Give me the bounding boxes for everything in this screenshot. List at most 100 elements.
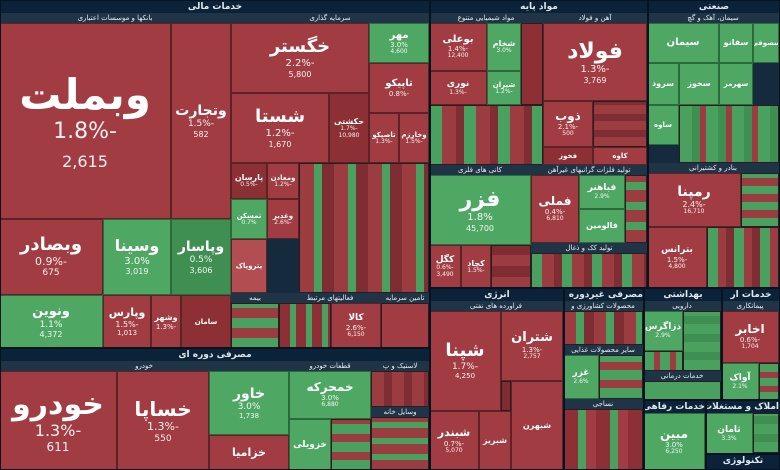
tile-saveh[interactable]: ساوه [649,105,679,145]
tile-pct: 1.1% [39,319,63,330]
tile-shiran[interactable]: شیران -1.2% [487,71,521,105]
tile-val: 3,019 [125,267,149,277]
tile-vsina[interactable]: وسینا 3.0% 3,019 [103,219,171,295]
tile-khararzm[interactable]: وخارزم -1.5% [399,113,429,163]
tile-kharomia[interactable]: خزامیا [209,435,289,469]
tile-avak[interactable]: آواک 2.1% [723,363,759,399]
mini-tiles [565,409,643,469]
tile-sekhooz[interactable]: سخوز [679,63,719,105]
tile-zob[interactable]: ذوب -2.1% 500 [543,101,593,147]
tile-name: خگستر [269,36,331,58]
tile-falumin[interactable]: فالومین [579,209,625,243]
tile-val: 12,400 [447,52,469,60]
tile-shahrood[interactable]: سهرمز [719,63,753,105]
group-title: بانکها و موسسات اعتباری [1,13,231,23]
tile-spouei[interactable]: سصوفی [753,23,779,63]
tile-shepna[interactable]: شپنا -1.7% 4,250 [431,311,501,411]
tile-kchad[interactable]: کچاد -1.5% [461,245,491,287]
tile-khsapa[interactable]: خساپا -1.3% 550 [117,371,209,469]
tile-name: رمپنا [677,183,711,200]
tile-shbhar[interactable]: شبهرن [511,381,563,469]
tile-khazvin[interactable]: خزویلی [289,419,331,469]
tile-name: وتجارت [175,103,227,120]
tile-srod[interactable]: سرود [649,63,679,105]
tile-vbmellat[interactable]: وبملت -1.8% 2,615 [1,23,171,219]
tile-val: 6,150 [347,330,365,338]
tile-name: غزر [572,368,590,379]
tile-rmpna[interactable]: رمپنا -2.4% 16,710 [649,173,741,227]
tile-name: وبصادر [19,234,83,256]
tile-akhavar[interactable]: اخابر -0.6% 1,704 [723,311,779,363]
tile-shbander[interactable]: شبندر -0.7% 5,070 [431,411,479,469]
group-auto-parts: قطعات خودرو خمحرکه 3.0% 6,880 خزویلی [289,361,371,469]
tile-val: 16,710 [683,208,705,216]
tile-name: وسینا [114,236,160,256]
group-title: قطعات خودرو [289,361,371,371]
tile-mehr[interactable]: مهر 3.0% 4,600 [369,23,429,63]
tile-val: 675 [42,268,60,279]
tile-kegel[interactable]: کگل -0.6% 3,490 [431,245,461,287]
tile-parsan[interactable]: پارسان -0.5% [231,163,267,199]
group-holding: فعالیتهای مرتبط کالا -2.6% 6,150 [279,293,381,347]
tile-shekham[interactable]: شخام 3.0% [487,23,521,71]
section-title: خدمات ار [730,290,772,300]
tile-vshahr[interactable]: وشهر -1.3% [151,295,181,347]
tile-khgostar[interactable]: خگستر -2.2% 5,800 [231,23,369,93]
tile-vpasar[interactable]: وپاسار 0.5% 3,606 [171,219,231,295]
tile-pct: -1.3% [155,322,177,331]
tile-pct: -1.3% [580,64,610,76]
tile-vmaaden[interactable]: ومعادن -1.2% [267,163,299,199]
tile-tapsiko[interactable]: تاصیکو -1.3% [369,113,399,163]
mini-tiles [741,173,779,227]
group-metal: کانی های فلزی فزر 1.8% 45,700 کگل -0.6% … [431,165,531,287]
group-capital: تامین سرمایه [381,293,429,347]
tile-vtejarat[interactable]: وتجارت -1.5% 582 [171,23,231,219]
tile-sasfahan[interactable]: سفانو [719,23,753,63]
tile-vnovin[interactable]: ونوین 1.1% 4,372 [1,295,103,347]
tile-kala[interactable]: کالا -2.6% 6,150 [331,303,381,347]
tile-fezar[interactable]: فزر 1.8% 45,700 [431,175,531,245]
tile-boali[interactable]: بوعلی -1.4% 12,400 [431,23,487,71]
tile-vbsader[interactable]: وبصادر -0.9% 675 [1,219,103,295]
tile-khamhrakeh[interactable]: خمحرکه 3.0% 6,880 [289,371,371,419]
tile-fmela[interactable]: فملی -0.4% 6,810 [531,175,579,243]
mini-tiles [531,253,647,287]
tile-khodro[interactable]: خودرو -1.3% 611 [1,371,117,469]
tile-pct: 1.8% [467,212,493,224]
tile-petropak[interactable]: پتروپاک [231,239,267,293]
mini-tiles [645,381,721,399]
tile-vparis[interactable]: وپارس -1.5% 1,013 [103,295,151,347]
tile-name: شستا [254,106,306,128]
tile-vtpars[interactable]: بترانس -1.5% 4,800 [649,227,707,287]
tile-vghadir[interactable]: وغدیر -2.6% [267,199,299,239]
tile-ghazar[interactable]: غزر 2.6% [565,355,599,399]
tile-name: ونوین [32,303,70,319]
section-title: خدمات رفاهی [645,402,705,412]
tile-shtran[interactable]: شتران -1.3% 2,757 [501,311,563,381]
tile-mobin[interactable]: مبین 3.0% 6,250 [645,413,705,469]
tile-khavar[interactable]: خاور 3.0% 1,738 [209,371,289,435]
mini-tiles [599,355,643,399]
tile-val: 2,615 [62,151,108,171]
tile-thamskan[interactable]: ثمسکن 0.7% [231,199,267,239]
tile-hekshti[interactable]: حکشتی -1.7% 10,980 [329,93,369,163]
group-coal: تولید کک و ذغال [531,243,647,287]
group-health-serv: خدمات درمانی [645,371,721,399]
tile-shasta[interactable]: شستا -1.2% 1,670 [231,93,329,163]
tile-tapico[interactable]: تاپیکو -0.8% [369,63,429,113]
tile-pct: -2.2% [285,58,315,69]
tile-val: 1,704 [741,343,759,351]
tile-foolad[interactable]: فولاد -1.3% 3,769 [543,23,647,101]
tile-kave[interactable]: کاوه [593,147,647,165]
tile-dzagros[interactable]: دزاگرس 2.9% [645,311,683,351]
tile-fkhooz[interactable]: فخوز [543,147,593,165]
tile-thamid[interactable]: ثامان 3.3% [707,413,753,453]
tile-saman[interactable]: سامان [181,295,231,347]
tile-fbahar[interactable]: فباهنر 2.9% [579,175,625,209]
tile-nouri[interactable]: نوری -1.3% [431,71,487,105]
tile-pct: 2.9% [655,331,671,339]
tile-simarz[interactable]: سیمان [649,23,719,63]
tile-name: سیمان [666,37,700,49]
section-industrial: صنعتی سیمان، آهک و گچ سیمان سفانو سصوفی … [648,0,780,288]
tile-shbriz[interactable]: شبریز [479,411,511,469]
